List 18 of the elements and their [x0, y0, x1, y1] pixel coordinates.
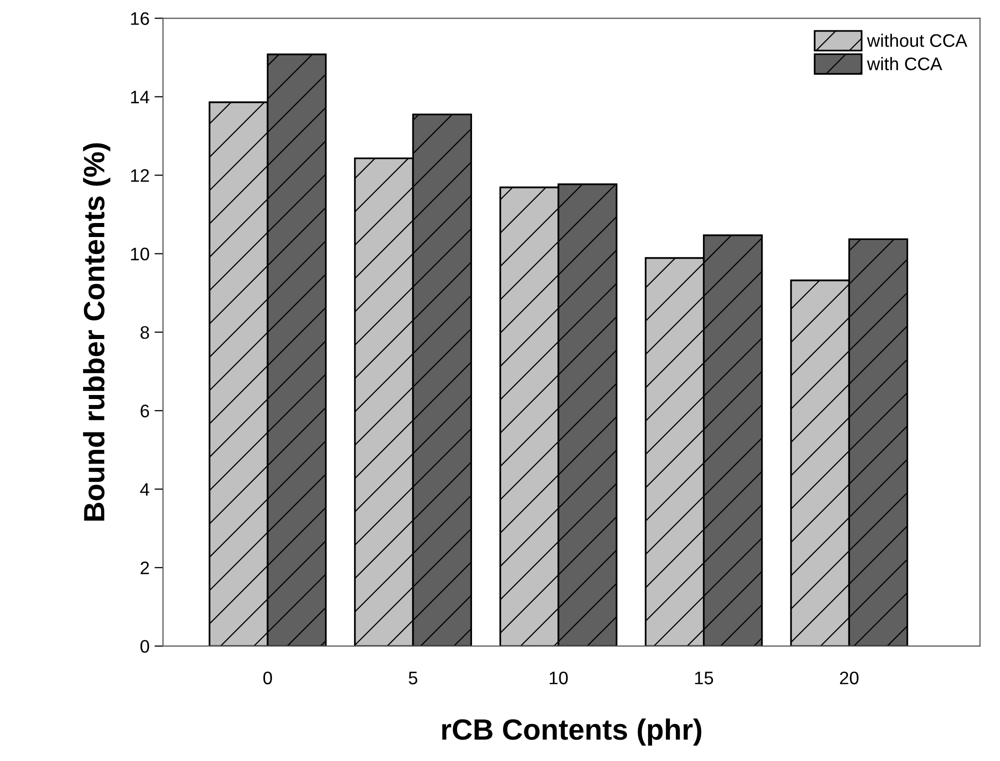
y-tick-label: 4: [140, 483, 150, 496]
y-axis-title: Bound rubber Contents (%): [83, 143, 110, 521]
x-tick-label: 0: [263, 672, 272, 684]
y-tick-label: 6: [140, 404, 150, 418]
y-tick-label: 2: [140, 562, 149, 574]
legend-label: with CCA: [866, 57, 942, 70]
y-tick-label: 14: [131, 90, 150, 104]
x-tick-label: 15: [695, 672, 714, 684]
x-tick-label: 10: [550, 672, 568, 684]
y-tick-label: 10: [131, 248, 150, 260]
x-tick-label: 20: [840, 672, 858, 684]
x-axis-title: rCB Contents (phr): [442, 718, 702, 746]
y-tick-label: 16: [131, 12, 150, 25]
legend-label: without CCA: [866, 34, 968, 47]
y-tick-label: 0: [140, 640, 150, 653]
x-tick-label: 5: [408, 672, 418, 684]
y-tick-label: 8: [140, 326, 150, 339]
y-tick-label: 12: [131, 169, 149, 182]
